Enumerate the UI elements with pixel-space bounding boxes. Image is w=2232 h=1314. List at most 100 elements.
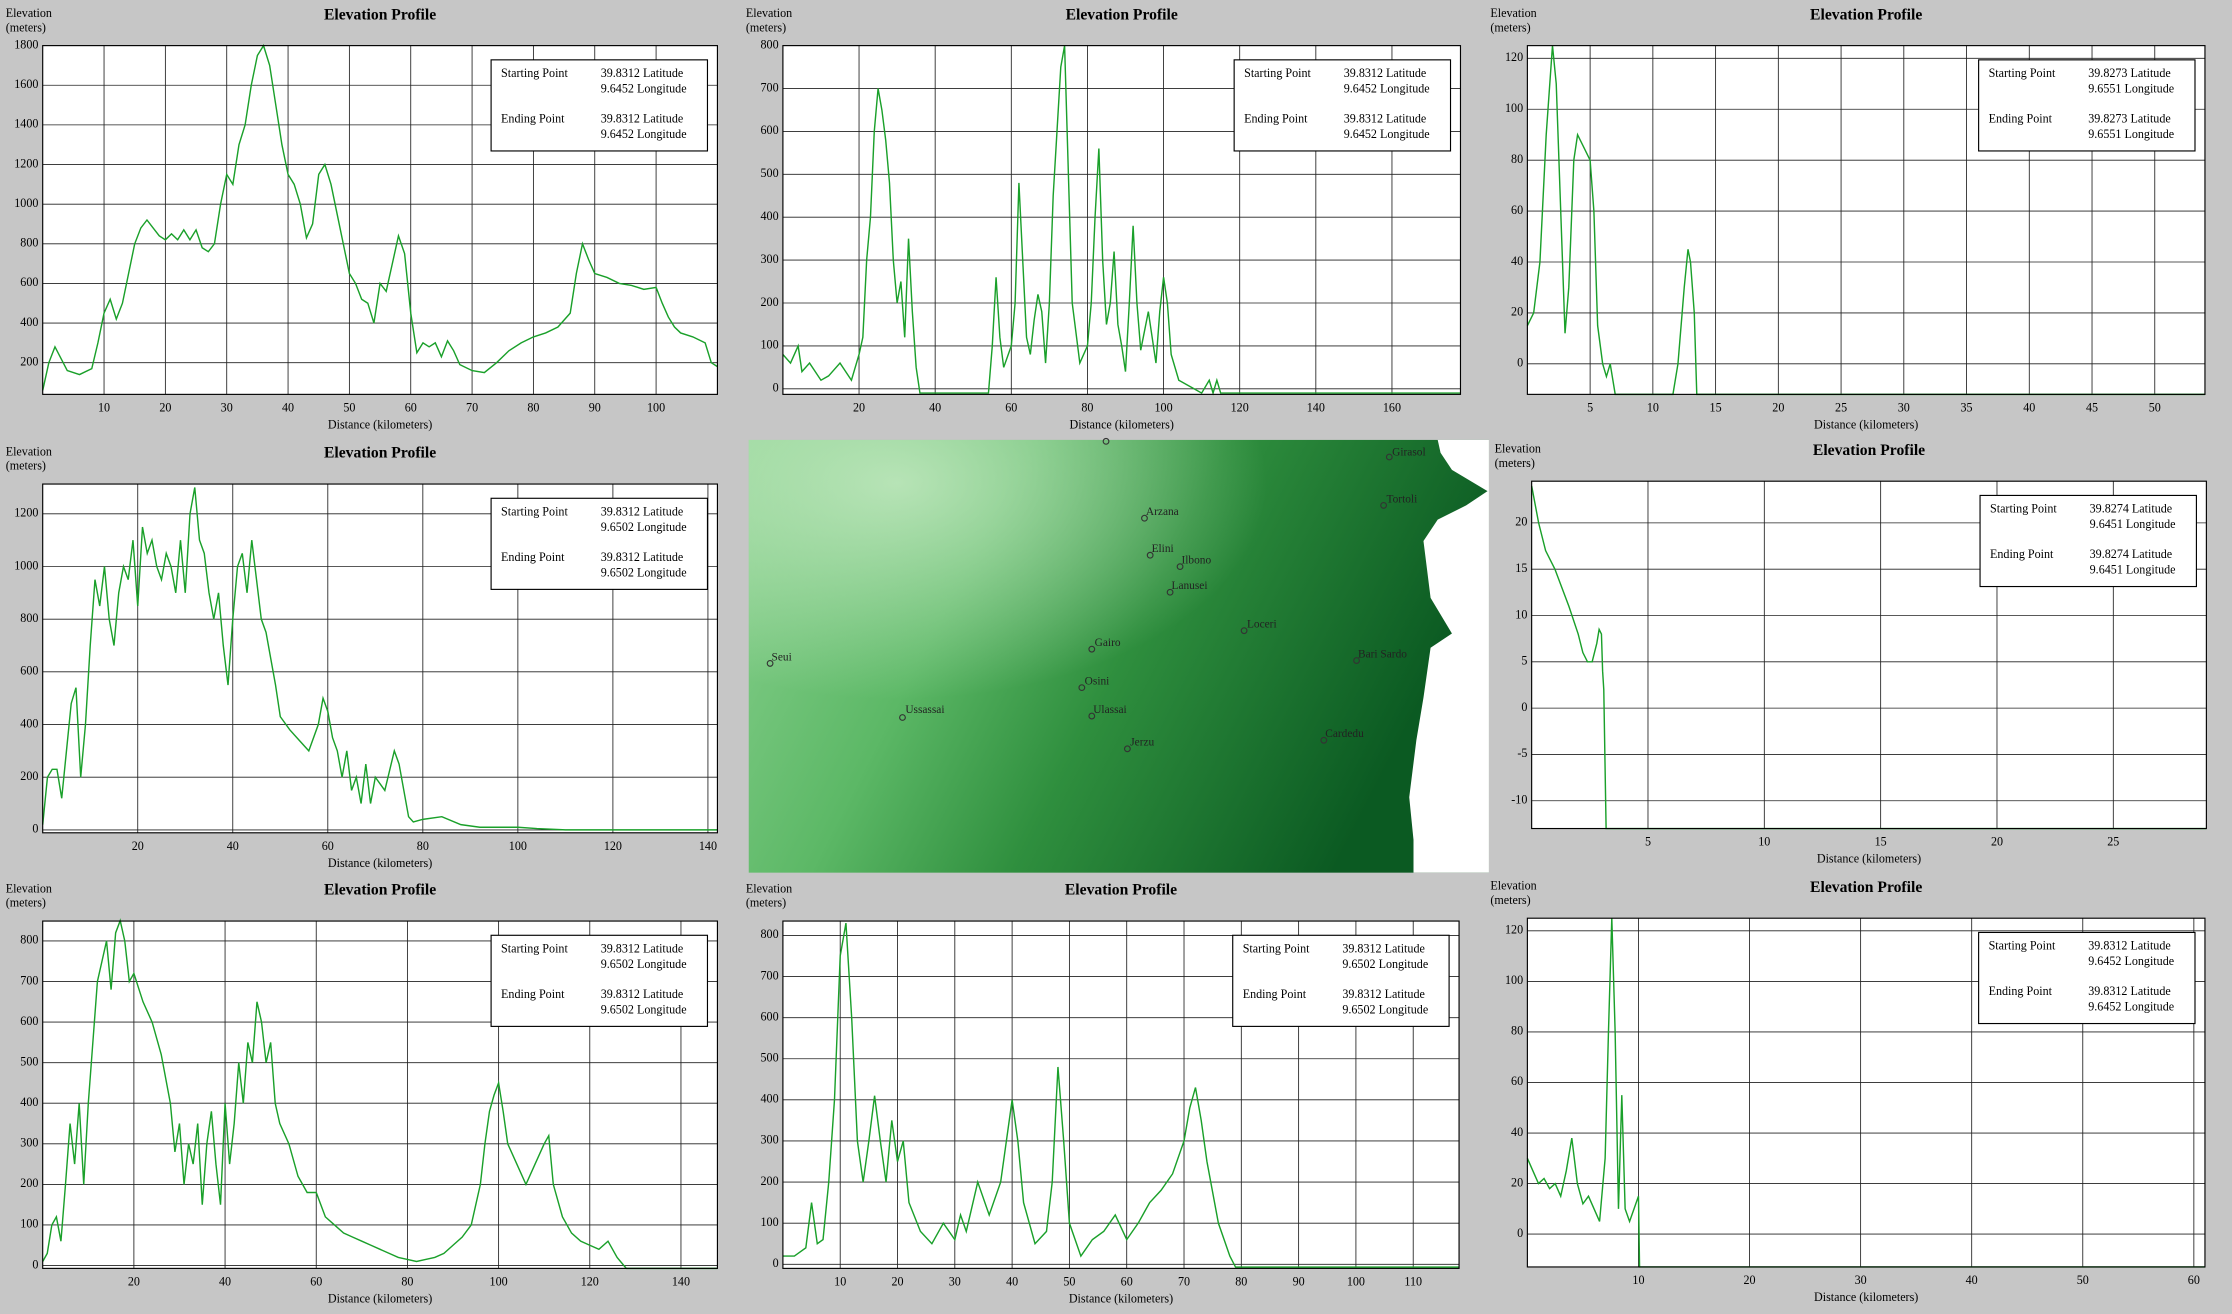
latitude: 39.8312 Latitude <box>601 987 684 1001</box>
x-tick-label: 40 <box>2023 400 2035 414</box>
y-axis-label: Elevation <box>1490 6 1536 20</box>
x-tick-label: 40 <box>929 400 941 414</box>
longitude: 9.6452 Longitude <box>2088 1000 2174 1014</box>
y-tick-label: 700 <box>761 968 779 982</box>
x-tick-label: 10 <box>834 1274 846 1288</box>
y-tick-label: 40 <box>1511 254 1523 268</box>
point-label: Starting Point <box>1989 66 2056 80</box>
x-tick-label: 25 <box>1835 400 1847 414</box>
y-tick-label: 800 <box>761 927 779 941</box>
elevation-chart: Elevation Profile Elevation(meters) Distan… <box>746 6 1462 431</box>
town-label: Elini <box>1152 543 1174 555</box>
elevation-line <box>1530 485 2207 830</box>
town-label: Loceri <box>1247 619 1277 631</box>
elevation-chart: Elevation Profile Elevation(meters) Distan… <box>6 6 718 431</box>
point-label: Starting Point <box>1244 66 1311 80</box>
x-axis-label: Distance (kilometers) <box>1069 1291 1173 1305</box>
town-label: Seui <box>772 651 792 663</box>
town-label: Gairo <box>1095 637 1121 649</box>
x-tick-label: 15 <box>1710 400 1722 414</box>
x-tick-label: 30 <box>1898 400 1910 414</box>
plot-border <box>42 920 718 1269</box>
point-label: Starting Point <box>501 66 568 80</box>
elevation-line <box>782 45 1461 396</box>
x-tick-label: 60 <box>2188 1273 2200 1287</box>
x-tick-label: 90 <box>1293 1274 1305 1288</box>
y-tick-label: 100 <box>761 338 779 352</box>
y-tick-label: 200 <box>20 1176 38 1190</box>
x-tick-label: 50 <box>1063 1274 1075 1288</box>
chart-title: Elevation Profile <box>1810 879 1922 896</box>
elevation-line <box>42 918 718 1270</box>
y-tick-label: 500 <box>761 1051 779 1065</box>
y-tick-label: 0 <box>1517 1226 1523 1240</box>
y-tick-label: 400 <box>20 1095 38 1109</box>
y-tick-label: 100 <box>1505 101 1523 115</box>
y-axis-label: (meters) <box>6 896 46 910</box>
y-tick-label: 20 <box>1511 305 1523 319</box>
y-tick-label: 500 <box>761 166 779 180</box>
y-tick-label: 200 <box>761 1174 779 1188</box>
elevation-chart: Elevation Profile Elevation(meters) Distan… <box>1495 442 2207 866</box>
y-tick-label: 100 <box>20 1217 38 1231</box>
x-tick-label: 20 <box>128 1274 140 1288</box>
point-label: Starting Point <box>1990 501 2057 515</box>
map: Girasol Tortoli Arzana Elini Ilbono Lanu… <box>748 437 1489 873</box>
x-tick-label: 20 <box>132 839 144 853</box>
y-axis-label: (meters) <box>746 20 786 34</box>
latitude: 39.8312 Latitude <box>601 111 684 125</box>
x-tick-label: 10 <box>1758 835 1770 849</box>
x-tick-label: 60 <box>405 400 417 414</box>
x-tick-label: 60 <box>322 839 334 853</box>
x-tick-label: 100 <box>1347 1274 1365 1288</box>
point-label: Starting Point <box>1243 941 1310 955</box>
y-tick-label: 400 <box>20 716 38 730</box>
x-tick-label: 140 <box>699 839 717 853</box>
x-tick-label: 100 <box>647 400 665 414</box>
y-tick-label: 200 <box>20 354 38 368</box>
y-tick-label: 80 <box>1511 152 1523 166</box>
y-tick-label: 400 <box>761 209 779 223</box>
x-tick-label: 40 <box>282 400 294 414</box>
y-tick-label: 0 <box>32 1257 38 1271</box>
plot-border <box>42 45 718 395</box>
plot-border <box>782 920 1460 1269</box>
town-label: Lanusei <box>1172 580 1208 592</box>
y-axis-label: Elevation <box>1490 879 1536 893</box>
chart-title: Elevation Profile <box>324 445 436 462</box>
y-axis-label: (meters) <box>6 459 46 473</box>
point-label: Ending Point <box>501 987 565 1001</box>
y-tick-label: 10 <box>1515 607 1527 621</box>
y-axis-label: (meters) <box>746 896 786 910</box>
elevation-chart: Elevation Profile Elevation(meters) Distan… <box>6 445 718 870</box>
latitude: 39.8312 Latitude <box>1342 987 1425 1001</box>
elevation-chart: Elevation Profile Elevation(meters) Distan… <box>1490 879 2206 1304</box>
x-axis-label: Distance (kilometers) <box>1814 1290 1918 1304</box>
info-box <box>490 59 709 152</box>
y-tick-label: 1000 <box>14 196 38 210</box>
x-tick-label: 30 <box>1855 1273 1867 1287</box>
x-tick-label: 10 <box>1647 400 1659 414</box>
y-axis-label: (meters) <box>1495 456 1535 470</box>
plot-border <box>1526 45 2206 395</box>
x-axis-label: Distance (kilometers) <box>328 417 432 431</box>
info-box <box>490 934 709 1027</box>
y-tick-label: 100 <box>1505 973 1523 987</box>
y-axis-label: Elevation <box>746 6 792 20</box>
x-tick-label: 20 <box>159 400 171 414</box>
x-tick-label: 5 <box>1645 835 1651 849</box>
y-tick-label: 800 <box>20 611 38 625</box>
y-tick-label: 0 <box>1517 356 1523 370</box>
y-tick-label: 0 <box>773 1256 779 1270</box>
x-axis-label: Distance (kilometers) <box>1070 417 1174 431</box>
elevation-chart: Elevation Profile Elevation(meters) Distan… <box>746 882 1460 1305</box>
x-tick-label: 30 <box>949 1274 961 1288</box>
y-axis-label: Elevation <box>6 882 52 896</box>
plot-border <box>42 483 718 834</box>
longitude: 9.6502 Longitude <box>1342 957 1428 971</box>
latitude: 39.8273 Latitude <box>2088 66 2171 80</box>
latitude: 39.8312 Latitude <box>2088 938 2171 952</box>
longitude: 9.6451 Longitude <box>2090 517 2176 531</box>
x-tick-label: 70 <box>1178 1274 1190 1288</box>
y-tick-label: 20 <box>1515 515 1527 529</box>
